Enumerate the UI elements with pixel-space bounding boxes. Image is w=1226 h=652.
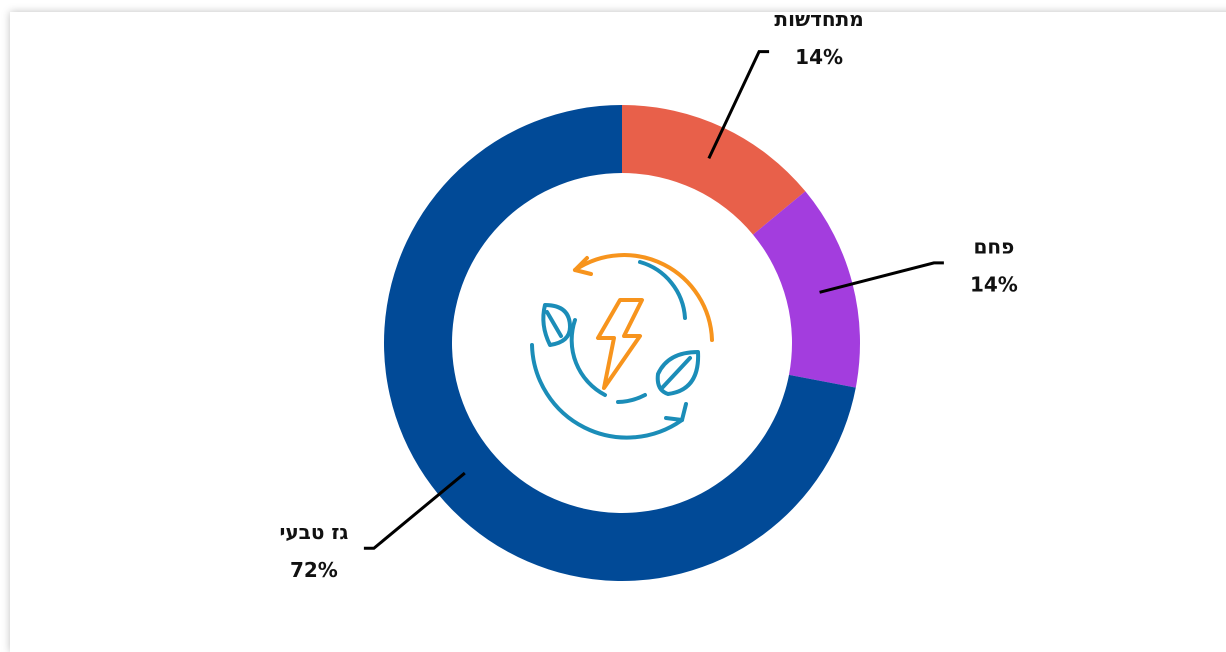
icon-arrow: [664, 402, 688, 422]
icon-leaf: [541, 303, 572, 347]
icon-arc: [616, 393, 647, 404]
leader-line: [819, 261, 944, 294]
donut-segment: [752, 191, 861, 388]
segment-label: מתחדשות: [774, 7, 863, 31]
segment-value: 72%: [290, 558, 338, 582]
segment-value: 14%: [795, 45, 843, 69]
icon-arc: [573, 253, 714, 342]
icon-arc: [569, 318, 607, 397]
segment-value: 14%: [970, 272, 1018, 296]
icon-arc: [638, 260, 687, 320]
center-icon: [530, 253, 714, 440]
donut-segment: [622, 105, 806, 235]
icon-bolt: [596, 298, 644, 390]
icon-leaf: [655, 350, 701, 396]
icon-arc: [530, 343, 684, 440]
segment-label: גז טבעי: [279, 520, 348, 544]
chart: מתחדשות 14% פחם 14% גז טבעי 72%: [279, 7, 1018, 582]
icon-arrow: [573, 256, 593, 276]
segment-label: פחם: [973, 234, 1014, 258]
leader-line: [707, 50, 770, 160]
leader-line: [363, 471, 466, 550]
